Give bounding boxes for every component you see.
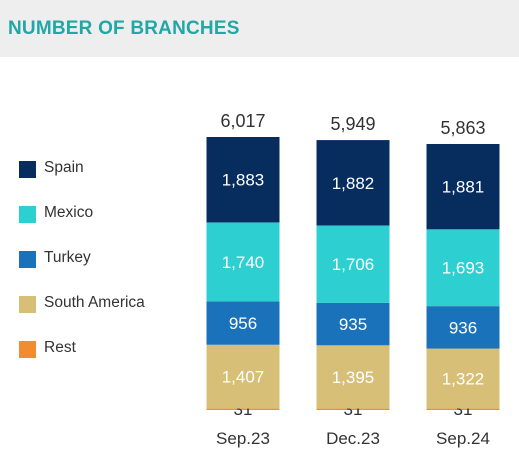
- legend: Spain Mexico Turkey South America Rest: [19, 155, 199, 380]
- bar-segment-rest-dec-23: [316, 408, 390, 410]
- data-label-spain-sep-23: 1,883: [222, 171, 265, 190]
- bar-segment-south-america-sep-23: [206, 344, 280, 409]
- legend-item-rest: Rest: [19, 335, 199, 380]
- legend-swatch-spain: [19, 161, 36, 178]
- data-label-turkey-sep-24: 936: [449, 318, 477, 337]
- data-label-spain-sep-24: 1,881: [442, 178, 485, 197]
- x-tick-label-dec-23: Dec.23: [326, 429, 380, 448]
- legend-label-rest: Rest: [44, 339, 76, 356]
- total-label-sep-23: 6,017: [220, 111, 265, 131]
- bar-segment-mexico-sep-24: [426, 229, 500, 307]
- legend-item-turkey: Turkey: [19, 245, 199, 290]
- legend-label-mexico: Mexico: [44, 204, 94, 221]
- data-label-turkey-sep-23: 956: [229, 314, 257, 333]
- chart-header: NUMBER OF BRANCHES: [0, 0, 519, 57]
- bar-segment-south-america-sep-24: [426, 348, 500, 409]
- legend-swatch-turkey: [19, 251, 36, 268]
- bar-segment-mexico-sep-23: [206, 222, 280, 302]
- legend-item-mexico: Mexico: [19, 200, 199, 245]
- data-label-south-america-dec-23: 1,395: [332, 368, 375, 387]
- bar-segment-spain-sep-24: [426, 143, 500, 230]
- legend-swatch-rest: [19, 341, 36, 358]
- data-label-mexico-dec-23: 1,706: [332, 255, 375, 274]
- x-tick-label-sep-24: Sep.24: [436, 429, 490, 448]
- bar-segment-south-america-dec-23: [316, 345, 390, 409]
- legend-item-spain: Spain: [19, 155, 199, 200]
- bar-segment-turkey-sep-24: [426, 306, 500, 349]
- bar-segment-mexico-dec-23: [316, 225, 390, 303]
- bar-segment-spain-sep-23: [206, 137, 280, 223]
- legend-swatch-mexico: [19, 206, 36, 223]
- bar-segment-rest-sep-23: [206, 408, 280, 410]
- legend-label-spain: Spain: [44, 159, 84, 176]
- data-label-turkey-dec-23: 935: [339, 315, 367, 334]
- legend-label-south-america: South America: [44, 294, 145, 311]
- legend-label-turkey: Turkey: [44, 249, 91, 266]
- data-label-south-america-sep-23: 1,407: [222, 368, 265, 387]
- data-label-spain-dec-23: 1,882: [332, 174, 375, 193]
- total-label-sep-24: 5,863: [440, 118, 485, 138]
- bar-segment-rest-sep-24: [426, 408, 500, 410]
- total-label-dec-23: 5,949: [330, 114, 375, 134]
- data-label-mexico-sep-24: 1,693: [442, 259, 485, 278]
- x-tick-label-sep-23: Sep.23: [216, 429, 270, 448]
- data-label-south-america-sep-24: 1,322: [442, 370, 485, 389]
- bar-segment-turkey-sep-23: [206, 301, 280, 345]
- legend-swatch-south-america: [19, 296, 36, 313]
- data-label-mexico-sep-23: 1,740: [222, 253, 265, 272]
- bar-segment-spain-dec-23: [316, 140, 390, 226]
- chart-title: NUMBER OF BRANCHES: [8, 18, 240, 39]
- bar-segment-turkey-dec-23: [316, 302, 390, 346]
- legend-item-south-america: South America: [19, 290, 199, 335]
